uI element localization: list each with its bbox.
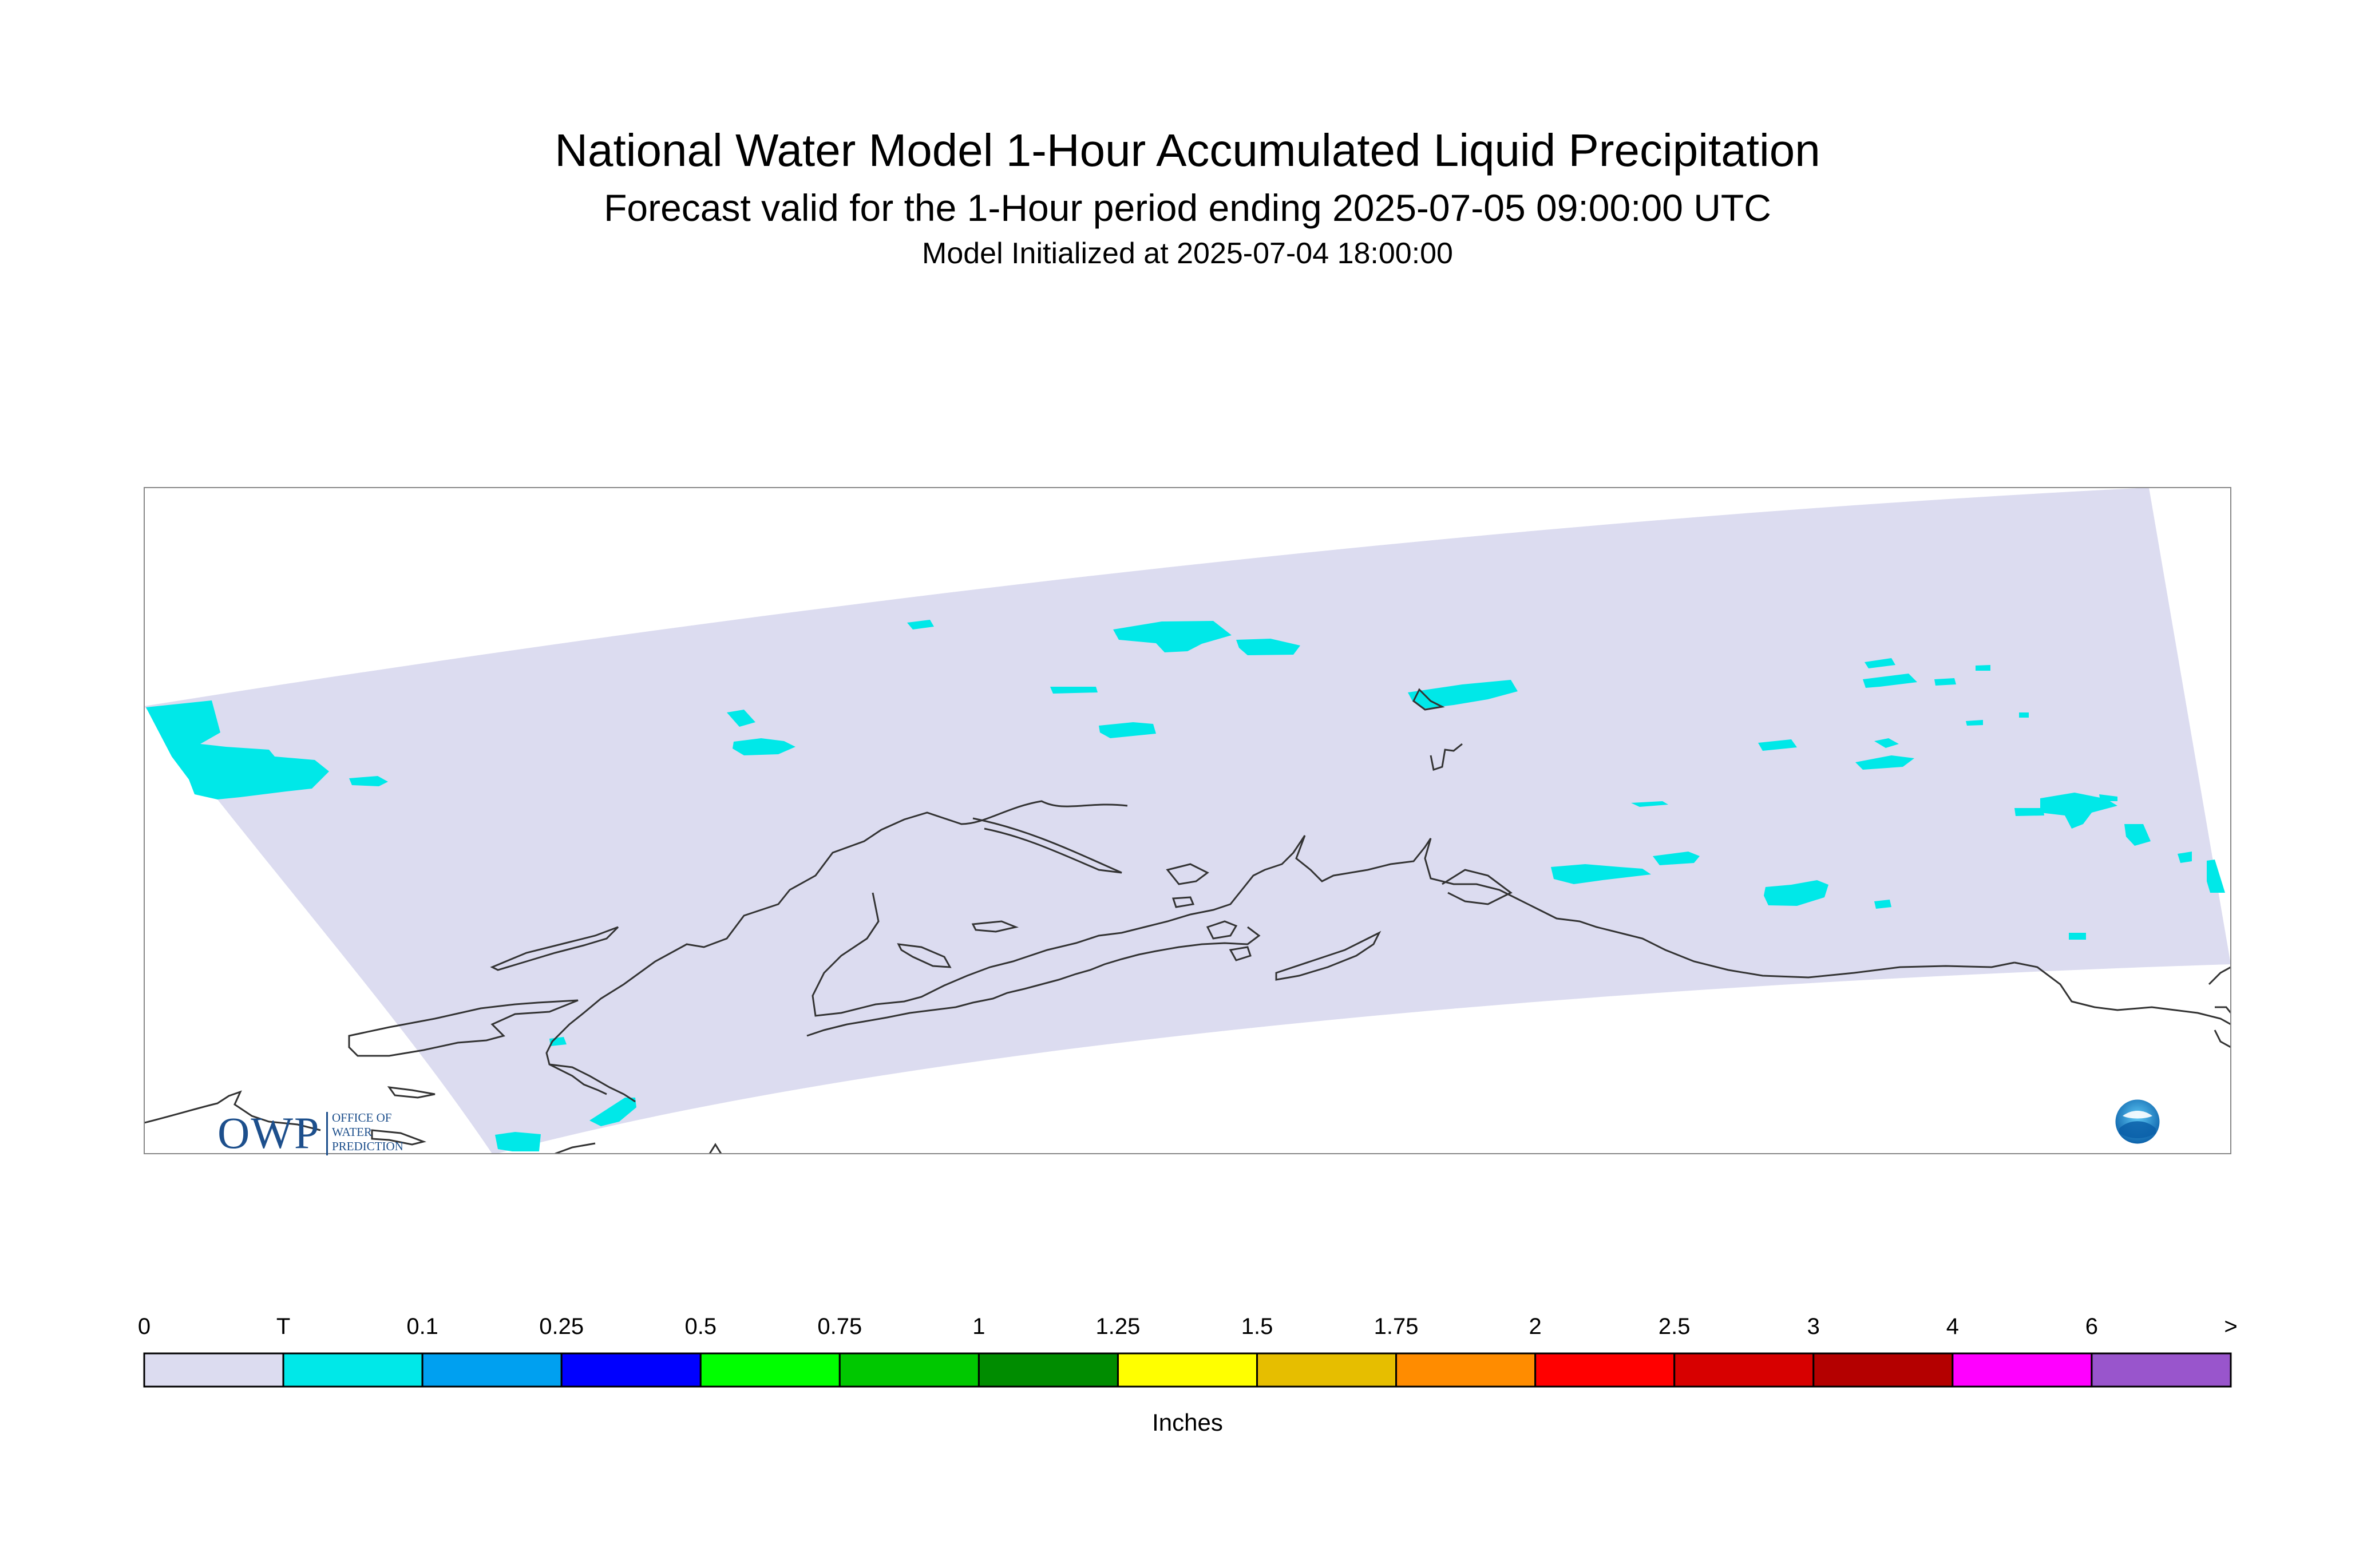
coastlines xyxy=(144,688,2231,1154)
owp-logo-text: OFFICE OF WATER PREDICTION xyxy=(332,1111,403,1153)
legend-swatch xyxy=(2091,1352,2232,1388)
precip-patch xyxy=(2207,860,2225,893)
coastline-island-st-lawrence xyxy=(348,999,579,1057)
coastline-nunivak xyxy=(490,926,619,971)
coastline-island-3 xyxy=(1166,863,1209,908)
precip-patch xyxy=(2019,712,2029,718)
legend-swatch xyxy=(1812,1352,1954,1388)
legend-tick-label: 1.75 xyxy=(1373,1314,1419,1339)
legend-tick-label: 0.1 xyxy=(406,1314,438,1339)
precip-patch xyxy=(2040,793,2117,829)
precip-patch xyxy=(1408,680,1518,708)
legend-tick-label: 2.5 xyxy=(1658,1314,1691,1339)
precip-patch xyxy=(1934,678,1956,686)
coastline-lake xyxy=(1412,688,1445,711)
noaa-logo xyxy=(2113,1098,2162,1146)
legend-swatch xyxy=(143,1352,284,1388)
legend-swatch xyxy=(1256,1352,1398,1388)
owp-logo-letters: OWP xyxy=(217,1108,320,1158)
model-initialized-subtitle: Model Initialized at 2025-07-04 18:00:00 xyxy=(922,237,1453,270)
legend-units-label: Inches xyxy=(1152,1409,1223,1436)
precip-patch xyxy=(1551,864,1651,884)
precip-patch xyxy=(589,1098,636,1126)
map-frame xyxy=(144,487,2231,1154)
precip-patch xyxy=(146,700,329,799)
legend-swatch xyxy=(560,1352,702,1388)
precip-patch xyxy=(1874,738,1899,748)
precip-patch xyxy=(349,776,388,786)
precip-patch xyxy=(2099,794,2117,801)
coastline-mainland xyxy=(545,800,1128,1095)
precip-patch xyxy=(1863,674,1917,688)
legend-swatch xyxy=(1673,1352,1815,1388)
legend-swatch xyxy=(1395,1352,1537,1388)
legend-tick-label: 1 xyxy=(972,1314,985,1339)
coastline-island-1 xyxy=(1275,930,1382,981)
precip-patch xyxy=(1874,900,1891,909)
legend-swatch xyxy=(838,1352,980,1388)
precip-patch xyxy=(1653,852,1700,865)
coastline-southwest xyxy=(144,1086,436,1146)
model-domain-area xyxy=(144,488,2231,1154)
legend-swatch xyxy=(977,1352,1119,1388)
legend-tick-label: 0 xyxy=(137,1314,151,1339)
coastline-island-4 xyxy=(971,920,1019,933)
legend-swatch xyxy=(1117,1352,1258,1388)
precip-patch xyxy=(1865,658,1895,668)
legend-tick-label: 0.25 xyxy=(539,1314,584,1339)
legend-tick-label: 0.5 xyxy=(684,1314,717,1339)
precip-patch xyxy=(1631,801,1668,807)
coastline-inner-gulf xyxy=(1442,869,1513,905)
coastline-island-5 xyxy=(897,943,952,968)
coastline-peninsula-south xyxy=(812,889,1243,1017)
trace-precipitation-areas xyxy=(146,620,2225,1151)
coastline-panhandle xyxy=(2014,961,2231,1025)
legend-tick-label: 0.75 xyxy=(817,1314,862,1339)
precip-patch xyxy=(2178,852,2192,863)
coastline-island-2 xyxy=(1206,920,1252,961)
precip-patch xyxy=(907,620,934,629)
precip-patch xyxy=(1758,739,1797,751)
precip-patch xyxy=(727,710,755,727)
coastline-aleutian-range xyxy=(806,926,1261,1037)
precip-patch xyxy=(2124,824,2151,846)
legend-tick-label: 6 xyxy=(2085,1314,2099,1339)
legend-tick-label: 1.5 xyxy=(1241,1314,1273,1339)
legend-tick-label: 4 xyxy=(1946,1314,1959,1339)
precip-patch xyxy=(1855,755,1914,770)
legend-swatch xyxy=(282,1352,423,1388)
coastline-gulf xyxy=(1241,835,2015,979)
coastline-peninsula-west xyxy=(549,1063,636,1103)
coastline-bottom xyxy=(555,1142,722,1154)
coastline-small-bay xyxy=(1430,743,1463,771)
legend-swatch xyxy=(1952,1352,2093,1388)
forecast-valid-subtitle: Forecast valid for the 1-Hour period end… xyxy=(604,187,1771,229)
legend-swatch xyxy=(699,1352,841,1388)
legend-swatch xyxy=(421,1352,563,1388)
legend-tick-label: 1.25 xyxy=(1095,1314,1141,1339)
map-title: National Water Model 1-Hour Accumulated … xyxy=(555,125,1820,176)
owp-logo-divider xyxy=(326,1112,328,1155)
precip-patch xyxy=(1966,720,1983,726)
precip-patch xyxy=(2069,933,2086,940)
coastline-panhandle-east xyxy=(2208,966,2231,1048)
legend-swatch xyxy=(1534,1352,1676,1388)
legend-tick-label: > xyxy=(2224,1314,2238,1339)
coastline-river-inlet xyxy=(972,817,1122,874)
legend-tick-label: 2 xyxy=(1529,1314,1542,1339)
precip-patch xyxy=(1050,687,1098,694)
color-legend-bar xyxy=(143,1352,2232,1388)
legend-tick-label: T xyxy=(276,1314,291,1339)
precip-patch xyxy=(1976,665,1990,671)
precip-patch xyxy=(1099,722,1156,738)
precip-patch xyxy=(1236,639,1300,655)
precip-patch xyxy=(1113,621,1232,652)
legend-tick-label: 3 xyxy=(1807,1314,1820,1339)
precip-patch xyxy=(2014,808,2044,816)
precip-patch xyxy=(495,1132,541,1151)
precip-patch xyxy=(1764,880,1828,906)
precip-patch xyxy=(733,738,795,755)
